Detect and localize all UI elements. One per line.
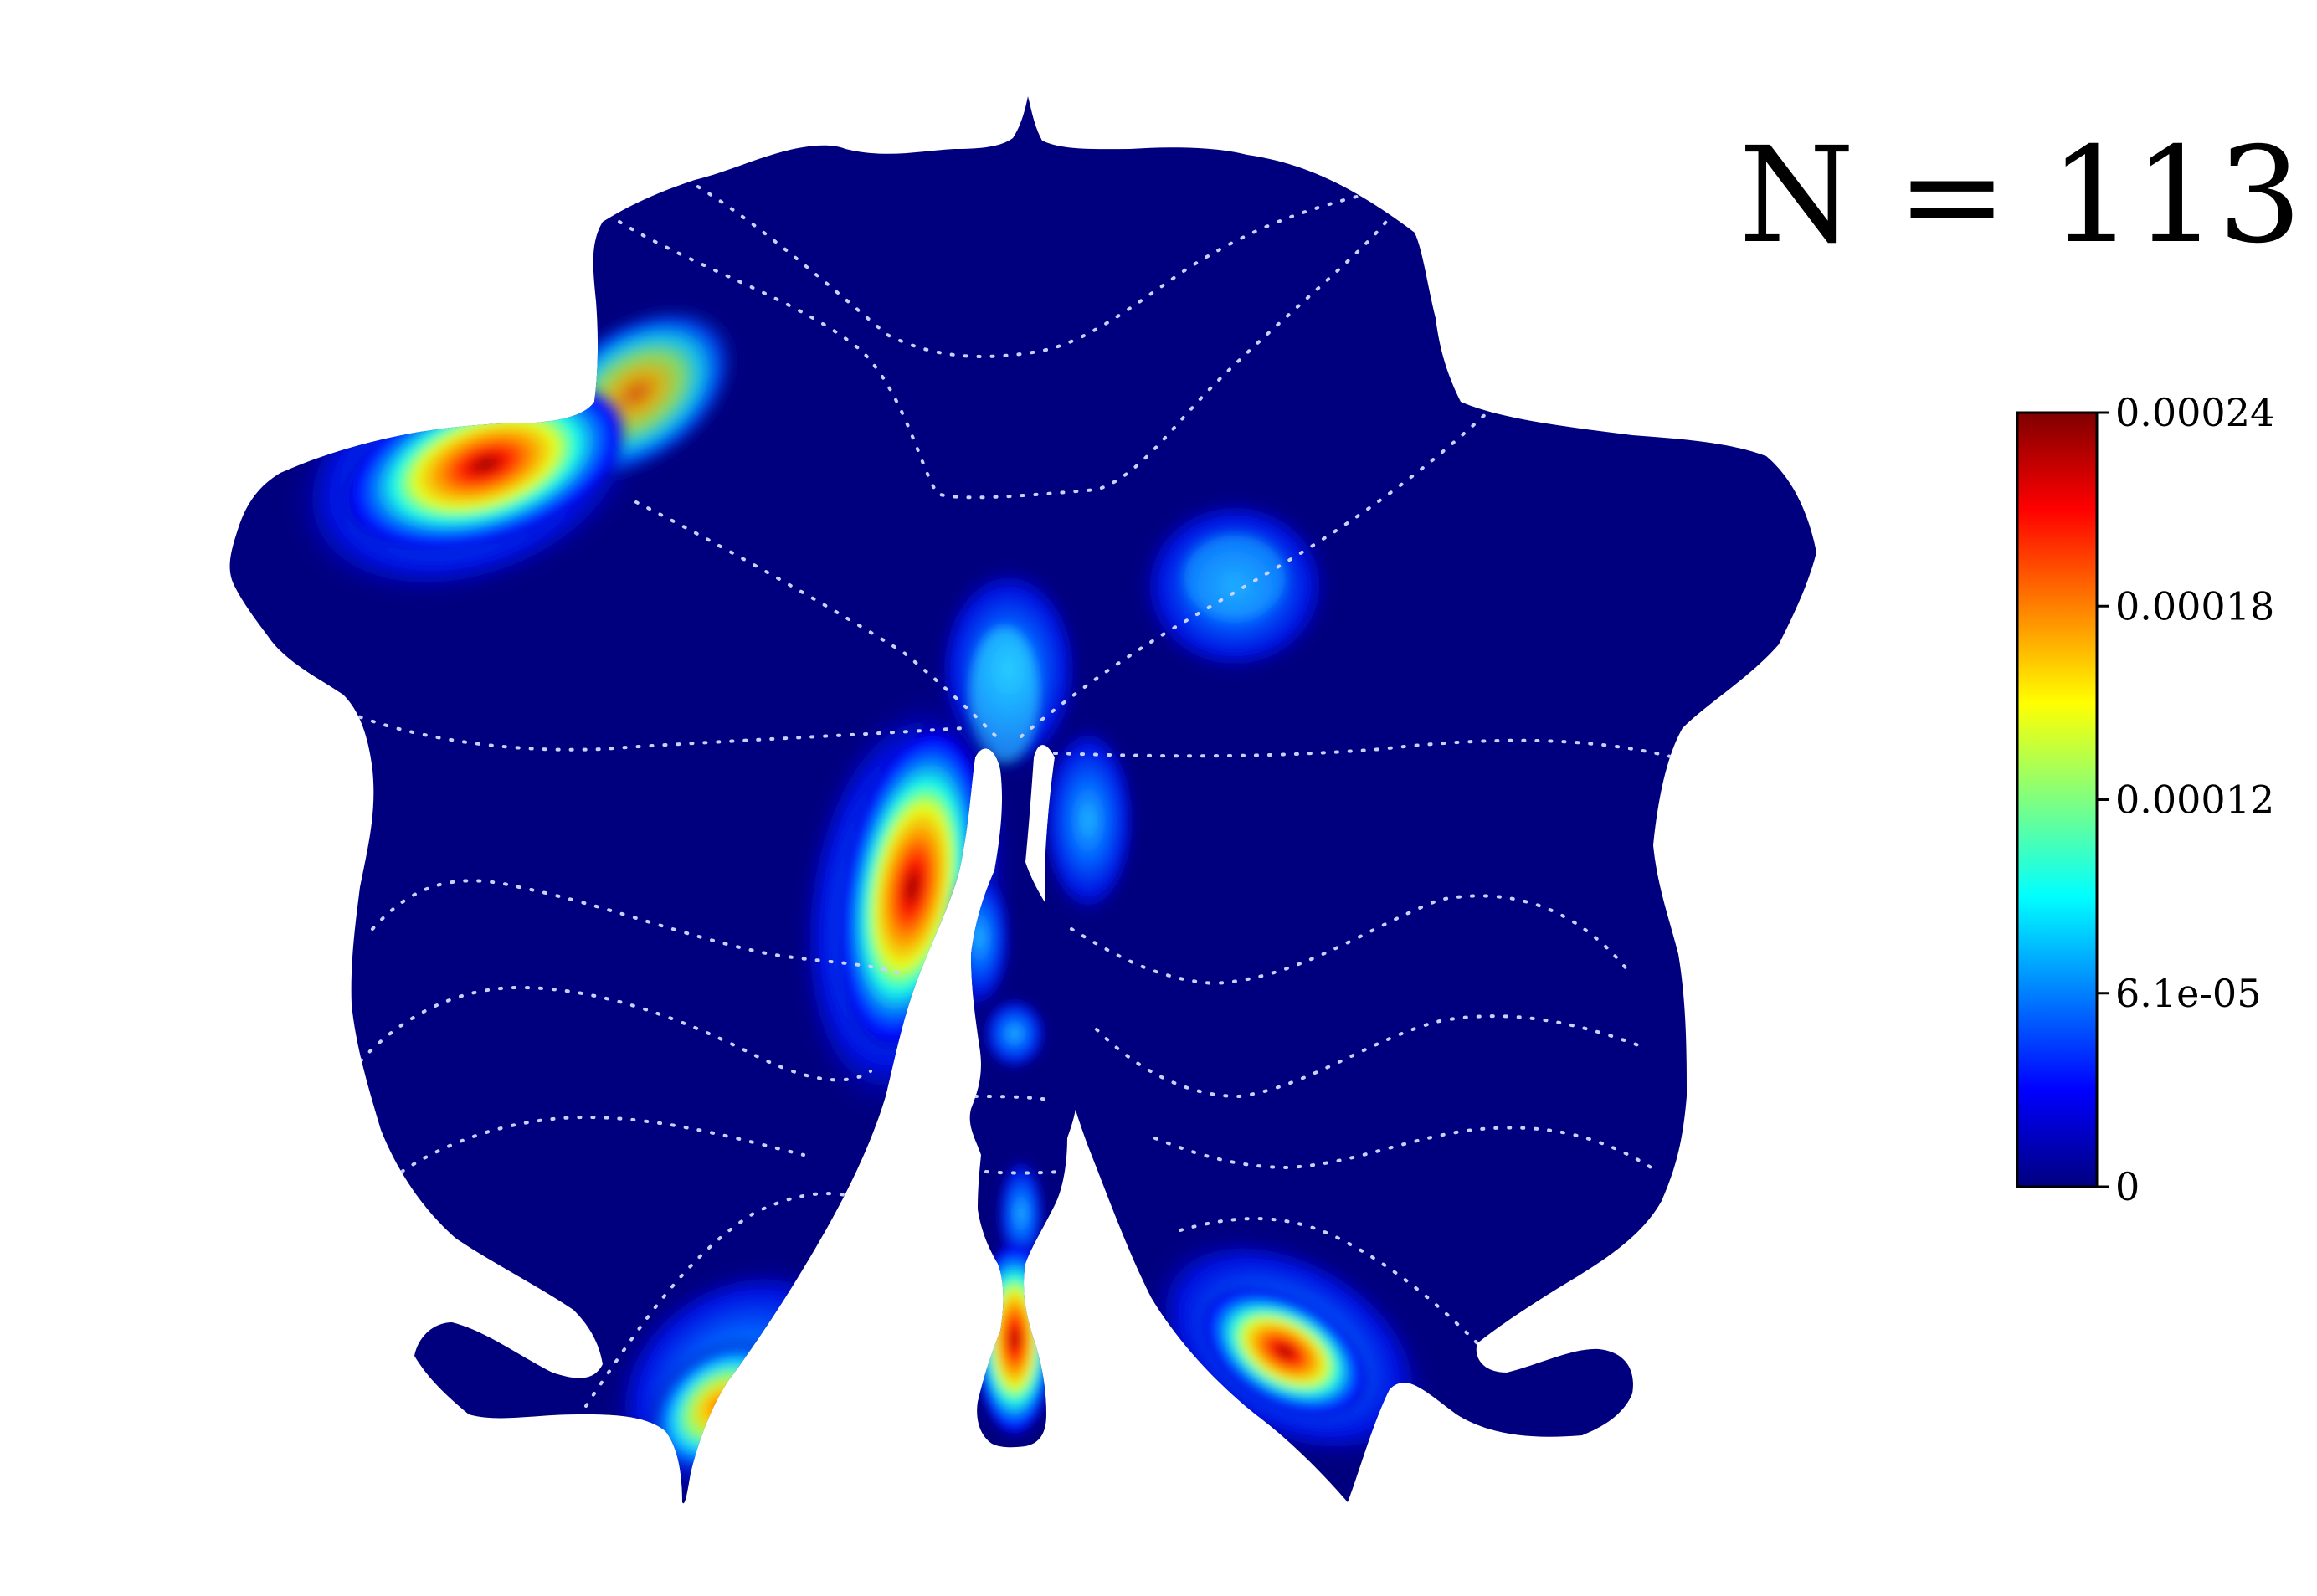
boundary-line <box>400 1115 805 1173</box>
colorbar-tick-label: 6.1e-05 <box>2115 971 2261 1016</box>
sample-size-label: N = 113 <box>1739 119 2302 273</box>
hotspot-right-notch <box>1038 720 1138 921</box>
colorbar-gradient <box>2016 411 2099 1188</box>
colorbar-tick-label: 0.00018 <box>2115 583 2274 629</box>
colorbar-ticks: 0 6.1e-05 0.00012 0.00018 0.00024 <box>2097 390 2274 1209</box>
boundary-line <box>618 216 1391 500</box>
boundary-line <box>371 879 906 977</box>
colorbar-tick-label: 0.00024 <box>2115 390 2274 435</box>
boundary-line <box>634 500 998 738</box>
boundary-line <box>1070 894 1630 986</box>
hotspot-stem-upper <box>946 862 1013 1013</box>
lobule-boundaries <box>333 178 1676 1408</box>
boundary-line <box>333 706 964 752</box>
boundary-line <box>1179 1217 1492 1357</box>
hotspot-stem-mid <box>981 996 1048 1071</box>
boundary-line <box>350 985 872 1082</box>
hotspot-right-upper-core <box>1184 536 1285 619</box>
colorbar-tick-label: 0 <box>2115 1164 2140 1209</box>
colorbar-tick-label: 0.00012 <box>2115 777 2274 823</box>
colorbar: 0 6.1e-05 0.00012 0.00018 0.00024 <box>2016 390 2274 1209</box>
hotspot-right-lower <box>1200 1286 1369 1418</box>
boundary-line <box>984 1170 1061 1175</box>
hotspot-central-upper-core <box>971 628 1038 762</box>
hotspot-vermis-tip <box>973 1239 1056 1439</box>
